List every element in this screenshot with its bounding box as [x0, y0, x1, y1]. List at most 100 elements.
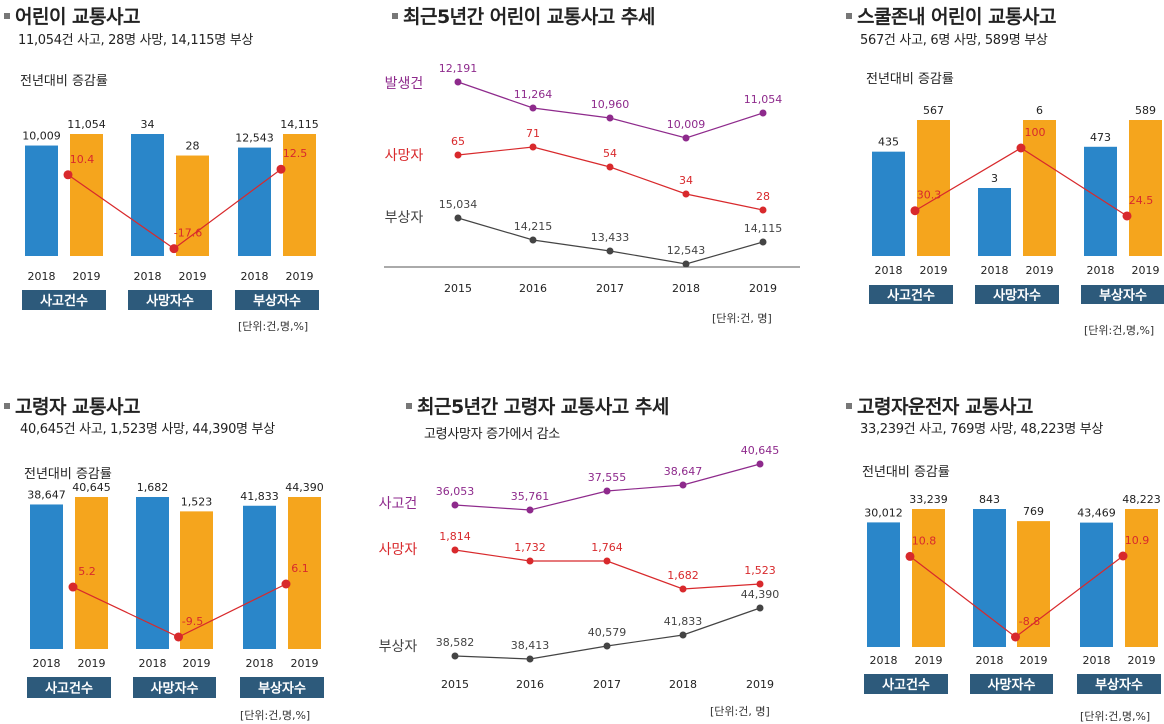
bar-2019: [176, 155, 209, 256]
point-value-label: 37,555: [588, 471, 627, 484]
bar-2018: [243, 505, 276, 649]
series-point: [756, 580, 764, 588]
year-tick-label: 2019: [78, 657, 106, 670]
yoy-label: 전년대비 증감률: [24, 467, 112, 482]
point-value-label: 14,215: [514, 220, 553, 233]
unit-label: [단위:건,명,%]: [1084, 324, 1155, 337]
category-label: 사고건수: [882, 677, 930, 693]
year-tick-label: 2018: [246, 657, 274, 670]
bar-value-label: 567: [923, 104, 944, 117]
bullet-square-icon: [4, 12, 10, 19]
panel-subtitle: 11,054건 사고, 28명 사망, 14,115명 부상: [18, 33, 254, 48]
category-label: 부상자수: [258, 682, 306, 697]
series-point: [526, 557, 534, 565]
bar-value-label: 14,115: [280, 118, 319, 131]
category-box: [27, 677, 111, 698]
point-value-label: 1,814: [439, 530, 471, 543]
bar-value-label: 6: [1036, 104, 1043, 117]
series-name-label: 부상자: [385, 210, 424, 226]
category-box: [1077, 674, 1161, 694]
change-rate-point: [174, 632, 183, 642]
x-tick-label: 2019: [749, 282, 777, 295]
series-point: [451, 652, 459, 660]
series-point: [682, 190, 690, 198]
series-point: [529, 236, 537, 244]
series-name-label: 사망자: [385, 148, 424, 164]
series-point: [454, 214, 462, 222]
bar-chart-children-accidents: 10,009 2018 11,054 2019 사고건수 34 2018 28 2019 사망자수…: [22, 118, 319, 310]
category-label: 부상자수: [1095, 678, 1143, 693]
bullet-square-icon: [392, 12, 398, 19]
yoy-label: 전년대비 증감률: [862, 465, 950, 480]
point-value-label: 13,433: [591, 231, 630, 244]
bar-2019: [1023, 120, 1056, 256]
yoy-label: 전년대비 증감률: [866, 72, 954, 87]
series-point: [526, 655, 534, 663]
series-point: [451, 546, 459, 554]
bar-value-label: 435: [878, 136, 899, 149]
series-point: [759, 109, 767, 117]
bar-2019: [1129, 120, 1162, 256]
panel-title: 어린이 교통사고: [4, 2, 140, 29]
year-tick-label: 2018: [976, 654, 1004, 667]
change-rate-label: 100: [1025, 126, 1046, 139]
bar-2018: [1084, 146, 1117, 256]
year-tick-label: 2018: [33, 657, 61, 670]
bar-value-label: 3: [991, 172, 998, 185]
series-point: [529, 143, 537, 151]
bar-2018: [973, 509, 1006, 647]
series-point: [603, 557, 611, 565]
bar-2019: [180, 511, 213, 649]
series-point: [682, 260, 690, 268]
panel-title: 스쿨존내 어린이 교통사고: [846, 2, 1057, 29]
point-value-label: 1,732: [514, 541, 546, 554]
series-name-label: 발생건: [385, 76, 424, 92]
category-label: 사망자수: [993, 288, 1041, 304]
year-tick-label: 2018: [139, 657, 167, 670]
year-tick-label: 2018: [870, 654, 898, 667]
series-point: [679, 631, 687, 639]
category-box: [133, 677, 216, 698]
point-value-label: 40,579: [588, 626, 627, 639]
category-label: 사고건수: [45, 681, 93, 697]
series-point: [756, 604, 764, 612]
x-tick-label: 2016: [516, 678, 544, 691]
change-rate-label: 5.2: [78, 565, 96, 578]
bar-value-label: 38,647: [27, 488, 66, 501]
yoy-label: 전년대비 증감률: [20, 74, 108, 89]
point-value-label: 11,054: [744, 93, 783, 106]
category-box: [864, 674, 948, 694]
point-value-label: 14,115: [744, 222, 783, 235]
series-name-label: 부상자: [379, 639, 418, 655]
point-value-label: 1,682: [667, 569, 699, 582]
point-value-label: 38,647: [664, 465, 703, 478]
year-tick-label: 2019: [920, 264, 948, 277]
panel-subtitle: 567건 사고, 6명 사망, 589명 부상: [860, 33, 1048, 48]
point-value-label: 12,191: [439, 62, 478, 75]
change-rate-point: [1118, 551, 1128, 561]
category-box: [970, 674, 1053, 694]
panel-title: 고령자운전자 교통사고: [846, 392, 1033, 419]
year-tick-label: 2018: [241, 270, 269, 283]
series-name-label: 사고건: [379, 496, 418, 512]
bar-2018: [25, 145, 58, 256]
bar-value-label: 28: [186, 140, 200, 153]
change-rate-label: 10.4: [70, 153, 95, 166]
change-rate-label: 10.8: [912, 534, 937, 547]
line-chart-elderly-trend: 2015 2016 2017 2018 2019 사고건 36,053 35,761 37,55…: [379, 444, 780, 691]
year-tick-label: 2019: [286, 270, 314, 283]
point-value-label: 44,390: [741, 588, 780, 601]
panel-title: 최근5년간 어린이 교통사고 추세: [392, 2, 655, 29]
change-rate-point: [905, 551, 915, 561]
series-point: [682, 134, 690, 142]
point-value-label: 65: [451, 135, 465, 148]
category-box: [128, 290, 212, 310]
point-value-label: 10,960: [591, 98, 630, 111]
change-rate-point: [1016, 143, 1026, 153]
change-rate-label: 30.3: [917, 189, 942, 202]
panel-title: 고령자 교통사고: [4, 392, 140, 419]
panel-subtitle: 40,645건 사고, 1,523명 사망, 44,390명 부상: [20, 422, 275, 437]
x-tick-label: 2017: [593, 678, 621, 691]
bullet-square-icon: [846, 12, 852, 19]
